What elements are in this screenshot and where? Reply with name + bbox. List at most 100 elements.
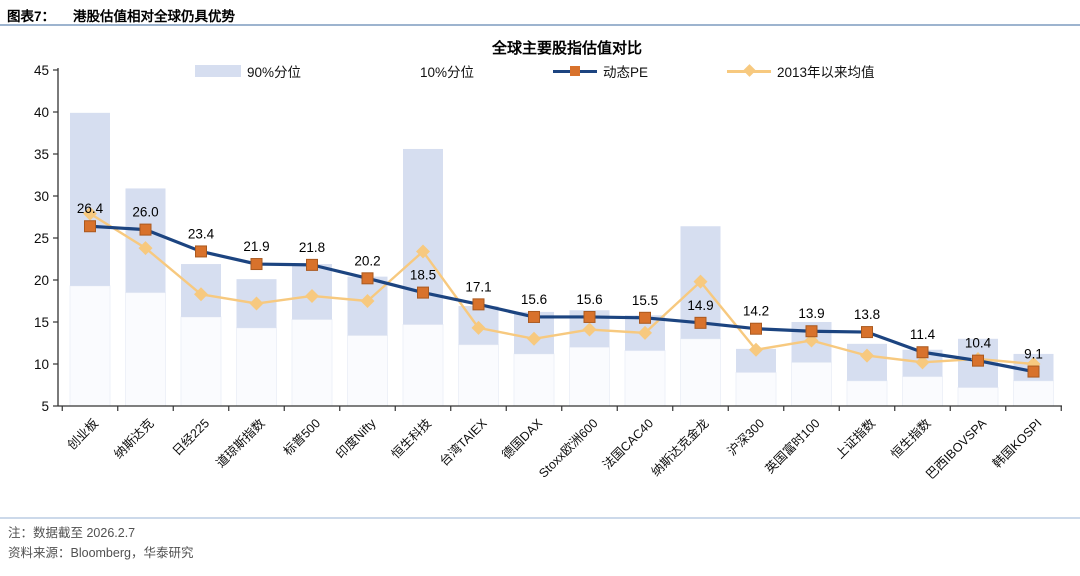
- p10-sub-bar: [735, 371, 777, 407]
- pe-value-label: 20.2: [354, 253, 380, 268]
- p10-sub-bar: [291, 318, 333, 407]
- mean-line: [89, 212, 1034, 366]
- legend-swatch-mean-line: [727, 64, 771, 77]
- legend-item-90pct: 90%分位: [195, 63, 302, 80]
- mean-diamond-marker: [471, 320, 486, 335]
- figure-header: 图表7： 港股估值相对全球仍具优势: [7, 5, 235, 25]
- category-label: 道琼斯指数: [213, 415, 268, 470]
- category-label: 恒生科技: [389, 416, 435, 462]
- percentile-range-bar: [736, 348, 776, 373]
- y-tick-label: 35: [34, 147, 49, 162]
- mean-diamond-marker: [915, 355, 930, 370]
- pe-value-label: 18.5: [410, 268, 436, 283]
- mean-diamond-marker: [582, 322, 597, 337]
- mean-diamond-marker: [194, 287, 208, 302]
- legend-item-10pct: 10%分位: [368, 63, 475, 80]
- footnote-source: 资料来源：Bloomberg，华泰研究: [8, 546, 194, 560]
- p10-sub-bar: [846, 380, 888, 407]
- category-label: 法国CAC40: [600, 416, 656, 472]
- category-label: 创业板: [65, 416, 102, 453]
- legend-item-pe: 动态PE: [553, 63, 649, 80]
- legend-label-mean: 2013年以来均值: [777, 65, 875, 80]
- chart-title: 全球主要股指估值对比: [491, 40, 642, 57]
- category-label: 上证指数: [832, 415, 878, 461]
- pe-value-label: 9.1: [1024, 347, 1043, 362]
- pe-value-label: 15.6: [576, 292, 602, 307]
- pe-value-label: 15.5: [632, 293, 658, 308]
- figure-number: 图表7：: [7, 9, 56, 24]
- mean-diamond-marker: [249, 296, 264, 311]
- p10-sub-bar: [180, 316, 222, 407]
- pe-square-marker: [639, 311, 651, 324]
- mean-diamond-marker: [416, 244, 430, 259]
- y-tick-label: 40: [34, 105, 49, 120]
- pe-value-label: 26.4: [77, 201, 104, 216]
- pe-square-marker: [250, 258, 263, 271]
- category-label: Stoxx欧洲600: [536, 416, 600, 480]
- p10-sub-bar: [569, 346, 610, 407]
- y-tick-label: 5: [41, 399, 49, 414]
- legend-label-pe: 动态PE: [603, 65, 649, 80]
- y-tick-label: 30: [34, 189, 49, 204]
- pe-square-marker: [472, 298, 485, 311]
- legend-label-90pct: 90%分位: [247, 65, 302, 80]
- pe-square-marker: [195, 245, 207, 258]
- y-tick-label: 25: [34, 231, 49, 246]
- pe-value-label: 23.4: [188, 226, 215, 241]
- p10-sub-bar: [1013, 380, 1054, 407]
- pe-square-marker: [805, 325, 818, 338]
- p10-sub-bar: [624, 350, 666, 407]
- figure-title: 港股估值相对全球仍具优势: [73, 9, 236, 24]
- pe-value-label: 11.4: [910, 327, 936, 342]
- category-label: 英国富时100: [762, 415, 823, 476]
- p10-sub-bar: [347, 334, 388, 407]
- mean-diamond-marker: [138, 241, 153, 256]
- pe-square-marker: [916, 346, 929, 359]
- category-label: 巴西IBOVSPA: [923, 416, 989, 482]
- category-label: 标普500: [281, 416, 323, 458]
- pe-value-label: 10.4: [965, 336, 992, 351]
- y-tick-label: 15: [34, 315, 49, 330]
- pe-square-marker: [750, 322, 762, 335]
- pe-square-marker: [1027, 365, 1040, 378]
- legend-swatch-pe-line: [553, 65, 597, 76]
- pe-square-marker: [139, 223, 152, 236]
- p10-sub-bar: [125, 292, 166, 407]
- p10-sub-bar: [957, 387, 999, 407]
- p10-sub-bar: [236, 327, 277, 407]
- pe-value-label: 21.9: [243, 239, 269, 254]
- mean-diamond-marker: [83, 206, 97, 221]
- mean-diamond-marker: [527, 331, 541, 346]
- category-label: 印度Nifty: [333, 415, 379, 461]
- pe-value-label: 13.9: [798, 306, 824, 321]
- pe-square-marker: [583, 310, 596, 323]
- footnote-data-cutoff: 注：数据截至 2026.2.7: [8, 526, 136, 540]
- pe-square-marker: [694, 316, 707, 329]
- legend-swatch-10pct: [368, 65, 414, 77]
- mean-diamond-marker: [638, 325, 652, 340]
- category-label: 恒生指数: [888, 415, 934, 461]
- pe-square-marker: [861, 326, 873, 339]
- percentile-range-bar: [70, 112, 110, 286]
- pe-value-label: 14.9: [687, 298, 713, 313]
- mean-diamond-marker: [693, 274, 708, 289]
- legend-pe-square-marker: [570, 65, 580, 76]
- legend-label-10pct: 10%分位: [420, 65, 475, 80]
- mean-diamond-marker: [749, 342, 763, 357]
- category-label: 德国DAX: [499, 415, 546, 462]
- footer-divider: [0, 517, 1080, 519]
- pe-value-label: 21.8: [299, 240, 325, 255]
- pe-square-marker: [84, 220, 96, 233]
- mean-diamond-marker: [360, 294, 375, 308]
- category-label: 日经225: [170, 416, 212, 458]
- mean-diamond-marker: [305, 288, 319, 303]
- pe-square-marker: [306, 258, 318, 271]
- legend-swatch-90pct: [195, 65, 241, 77]
- pe-value-label: 13.8: [854, 307, 880, 322]
- p10-sub-bar: [69, 285, 111, 407]
- p10-sub-bar: [458, 344, 499, 407]
- y-tick-label: 10: [34, 357, 49, 372]
- pe-square-marker: [528, 310, 540, 323]
- pe-line: [89, 224, 1034, 374]
